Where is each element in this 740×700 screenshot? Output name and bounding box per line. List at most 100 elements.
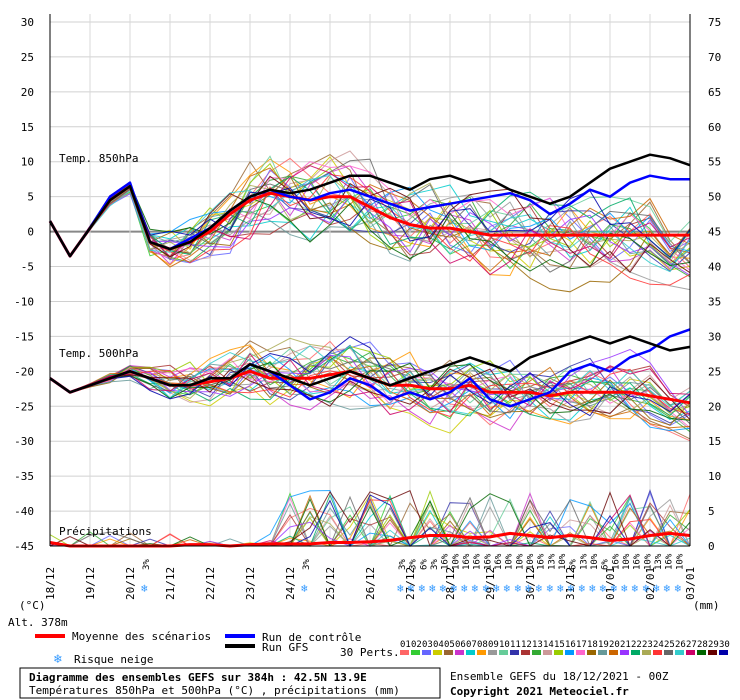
x-tick-label: 01/01 (604, 567, 617, 600)
snowflake-icon: ❄ (621, 582, 628, 595)
y-right-tick-label: 0 (708, 540, 715, 553)
pert-legend-swatch (697, 650, 706, 655)
perturbation-line (49, 184, 691, 266)
snow-risk-percent: 6% (601, 559, 611, 570)
y-left-tick-label: -45 (14, 540, 34, 553)
y-right-tick-label: 30 (708, 330, 721, 343)
snow-risk-percent: 3% (430, 559, 440, 570)
pert-legend-swatch (455, 650, 464, 655)
y-right-tick-label: 50 (708, 191, 721, 204)
pert-legend-label: 27 (686, 640, 697, 650)
x-tick-label: 27/12 (404, 567, 417, 600)
pert-legend-swatch (609, 650, 618, 655)
y-right-tick-label: 40 (708, 261, 721, 274)
pert-legend-swatch (664, 650, 673, 655)
perturbation-line (49, 174, 691, 273)
pert-legend-label: 28 (697, 640, 708, 650)
x-tick-label: 22/12 (204, 567, 217, 600)
snow-risk-percent: 3% (409, 559, 419, 570)
pert-legend-swatch (675, 650, 684, 655)
right-unit: (mm) (693, 599, 720, 612)
y-left-tick-label: -20 (14, 365, 34, 378)
snow-risk-percent: 10% (526, 553, 536, 570)
snowflake-icon: ❄ (674, 582, 681, 595)
snow-risk-percent: 16% (441, 553, 451, 570)
x-tick-label: 21/12 (164, 567, 177, 600)
pert-legend-label: 26 (675, 640, 686, 650)
snow-risk-row: 3%❄3%❄3%❄3%❄6%❄3%❄16%❄10%❄16%❄16%❄16%❄16… (141, 553, 685, 595)
snow-risk-percent: 10% (590, 553, 600, 570)
pert-legend-label: 01 (400, 640, 411, 650)
title-box (19, 667, 441, 699)
pert-legend-swatch (686, 650, 695, 655)
perturbation-line (49, 362, 691, 421)
perturbation-line (49, 357, 691, 425)
run-info: Ensemble GEFS du 18/12/2021 - 00Z (450, 670, 669, 683)
snow-risk-percent: 3% (398, 559, 408, 570)
pert-legend-label: 14 (543, 640, 554, 650)
pert-legend-label: 05 (444, 640, 455, 650)
snowflake-icon: ❄ (493, 582, 500, 595)
y-left-tick-label: 15 (21, 121, 34, 134)
copyright: Copyright 2021 Meteociel.fr (450, 685, 629, 698)
pert-legend-swatch (719, 650, 728, 655)
pert-legend-swatch (510, 650, 519, 655)
x-tick-label: 24/12 (284, 567, 297, 600)
pert-legend-swatch (598, 650, 607, 655)
series-line (49, 335, 691, 394)
pert-legend-label: 08 (477, 640, 488, 650)
y-right-tick-label: 75 (708, 16, 721, 29)
snowflake-icon: ❄ (642, 582, 649, 595)
pert-legend-label: 21 (620, 640, 631, 650)
y-right-tick-label: 25 (708, 365, 721, 378)
perturbation-line (49, 368, 691, 421)
snowflake-icon: ❄ (578, 582, 585, 595)
pert-legend-swatch (444, 650, 453, 655)
pert-legend-swatch (653, 650, 662, 655)
x-tick-label: 23/12 (244, 567, 257, 600)
pert-legend-label: 07 (466, 640, 477, 650)
y-left-tick-label: 20 (21, 86, 34, 99)
pert-legend-label: 03 (422, 640, 433, 650)
pert-legend-label: 30 (719, 640, 730, 650)
y-right-tick-label: 5 (708, 505, 715, 518)
precip-label: Précipitations (59, 525, 152, 538)
pert-legend-label: 06 (455, 640, 466, 650)
perturbation-legend: 01 02 03 04 05 06 07 08 09 10 11 12 13 14 15 16 17 18 19 20… (400, 640, 730, 655)
snow-risk-percent: 16% (665, 553, 675, 570)
y-right-tick-label: 15 (708, 435, 721, 448)
pert-legend-swatch (642, 650, 651, 655)
y-left-tick-label: -40 (14, 505, 34, 518)
x-tick-label: 26/12 (364, 567, 377, 600)
t500-label: Temp. 500hPa (59, 347, 138, 360)
perturbation-line (49, 357, 691, 426)
y-left-tick-label: 25 (21, 51, 34, 64)
snowflake-icon: ❄ (600, 582, 607, 595)
x-tick-label: 31/12 (564, 567, 577, 600)
pert-legend-swatch (543, 650, 552, 655)
x-tick-label: 20/12 (124, 567, 137, 600)
pert-legend-label: 09 (488, 640, 499, 650)
y-right-tick-label: 35 (708, 295, 721, 308)
pert-legend-label: 12 (521, 640, 532, 650)
pert-legend-label: 13 (532, 640, 543, 650)
pert-legend-label: 20 (609, 640, 620, 650)
pert-legend-label: 15 (554, 640, 565, 650)
pert-legend-swatch (576, 650, 585, 655)
pert-legend-label: 23 (642, 640, 653, 650)
pert-legend-swatch (554, 650, 563, 655)
pert-legend-label: 24 (653, 640, 664, 650)
legend-control-label: Run de contrôle (262, 631, 361, 644)
snow-risk-percent: 10% (622, 553, 632, 570)
snow-risk-percent: 16% (611, 553, 621, 570)
altitude: Alt. 378m (8, 616, 68, 629)
pert-legend-swatch (631, 650, 640, 655)
snow-risk-percent: 3% (302, 559, 312, 570)
snow-risk-percent: 3% (142, 559, 152, 570)
perturbation-line (49, 175, 691, 293)
snow-risk-percent: 16% (537, 553, 547, 570)
snow-risk-percent: 10% (643, 553, 653, 570)
y-left-tick-label: -10 (14, 295, 34, 308)
perturbation-line (49, 176, 691, 258)
